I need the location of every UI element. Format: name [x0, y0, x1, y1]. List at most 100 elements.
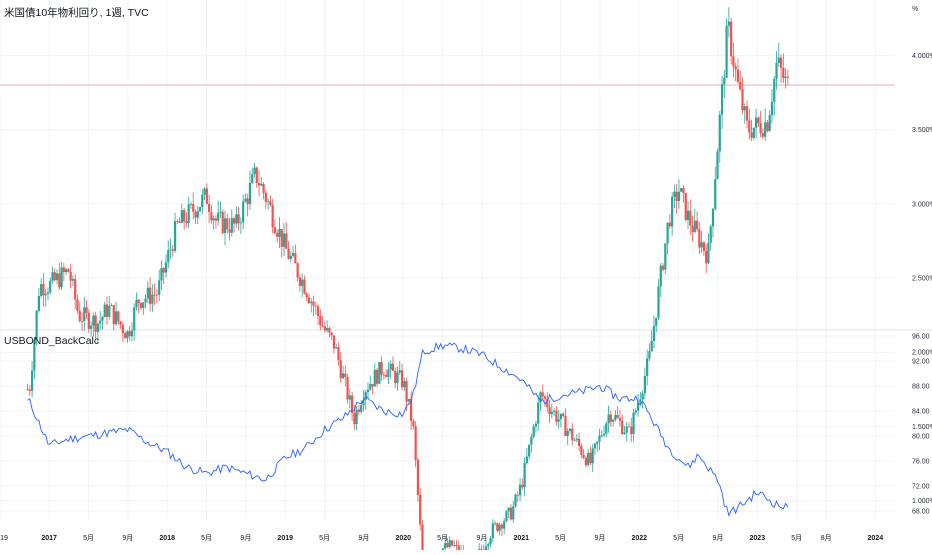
candle-body[interactable]: [380, 362, 383, 375]
candle-body[interactable]: [557, 419, 560, 422]
candle-body[interactable]: [764, 122, 767, 137]
candle-body[interactable]: [74, 279, 77, 300]
candle-body[interactable]: [262, 183, 265, 193]
candle-body[interactable]: [532, 426, 535, 437]
candle-body[interactable]: [750, 132, 753, 138]
candle-body[interactable]: [339, 360, 342, 379]
candle-body[interactable]: [584, 457, 587, 466]
candle-body[interactable]: [575, 438, 578, 441]
candle-body[interactable]: [566, 430, 569, 437]
candle-body[interactable]: [210, 212, 213, 221]
candlestick-series[interactable]: [26, 7, 789, 555]
candle-body[interactable]: [716, 151, 719, 180]
candle-body[interactable]: [444, 543, 447, 549]
candle-body[interactable]: [455, 545, 458, 547]
usbond-backcalc-series[interactable]: [27, 341, 789, 517]
candle-body[interactable]: [108, 305, 111, 317]
candle-body[interactable]: [153, 294, 156, 296]
candle-body[interactable]: [564, 416, 567, 437]
candle-body[interactable]: [600, 435, 603, 437]
candle-body[interactable]: [260, 183, 263, 186]
candle-body[interactable]: [232, 218, 236, 224]
bottom-y-axis[interactable]: 96.00 92.00 88.00 84.00 80.00 76.00 72.00 68.00: [912, 334, 930, 516]
candle-body[interactable]: [505, 511, 508, 522]
candle-body[interactable]: [582, 454, 585, 458]
candle-body[interactable]: [537, 402, 540, 424]
candle-body[interactable]: [698, 229, 701, 248]
candle-body[interactable]: [285, 233, 288, 249]
candle-body[interactable]: [242, 201, 245, 223]
candle-body[interactable]: [196, 211, 199, 218]
candle-body[interactable]: [76, 299, 79, 311]
candle-body[interactable]: [541, 392, 544, 397]
candle-body[interactable]: [448, 540, 451, 547]
candle-body[interactable]: [369, 384, 372, 390]
candle-body[interactable]: [248, 182, 252, 205]
candle-body[interactable]: [269, 201, 272, 206]
candle-body[interactable]: [414, 426, 417, 460]
candle-body[interactable]: [117, 311, 120, 322]
candle-body[interactable]: [40, 284, 43, 297]
candle-body[interactable]: [173, 221, 177, 251]
candle-body[interactable]: [498, 524, 501, 531]
candle-body[interactable]: [121, 324, 124, 334]
candle-body[interactable]: [355, 409, 358, 425]
candle-body[interactable]: [612, 419, 615, 422]
candle-body[interactable]: [770, 101, 774, 116]
candle-body[interactable]: [51, 272, 54, 281]
candle-body[interactable]: [223, 218, 227, 233]
candle-body[interactable]: [761, 133, 765, 137]
candle-body[interactable]: [453, 545, 456, 547]
candle-body[interactable]: [164, 262, 168, 273]
candle-body[interactable]: [176, 221, 179, 222]
candle-body[interactable]: [718, 114, 721, 152]
candle-body[interactable]: [267, 201, 270, 203]
candle-body[interactable]: [44, 293, 47, 296]
candle-body[interactable]: [305, 293, 308, 298]
candle-body[interactable]: [183, 210, 186, 222]
candle-body[interactable]: [410, 398, 413, 421]
candle-body[interactable]: [194, 211, 197, 218]
candle-body[interactable]: [400, 370, 404, 388]
candle-body[interactable]: [332, 335, 336, 349]
top-y-axis[interactable]: 4.000% 3.500% 3.000% 2.500% 2.000% 1.500% 1.00…: [912, 53, 932, 550]
candle-body[interactable]: [671, 196, 674, 227]
candle-body[interactable]: [344, 373, 347, 378]
candle-body[interactable]: [128, 331, 131, 337]
candle-body[interactable]: [659, 265, 662, 287]
candle-body[interactable]: [217, 212, 220, 221]
candle-body[interactable]: [58, 273, 61, 288]
candle-body[interactable]: [775, 62, 778, 79]
candle-body[interactable]: [745, 106, 749, 121]
candle-body[interactable]: [287, 248, 290, 259]
candle-body[interactable]: [655, 317, 658, 326]
candle-body[interactable]: [87, 312, 90, 329]
candle-body[interactable]: [677, 191, 681, 202]
candle-body[interactable]: [264, 192, 267, 202]
candle-body[interactable]: [405, 381, 408, 402]
candle-body[interactable]: [310, 301, 313, 304]
candle-body[interactable]: [777, 57, 780, 63]
candle-body[interactable]: [680, 188, 683, 192]
candle-body[interactable]: [766, 122, 769, 131]
candle-body[interactable]: [625, 426, 628, 433]
candle-body[interactable]: [235, 214, 238, 224]
candle-body[interactable]: [271, 205, 274, 228]
candle-body[interactable]: [187, 204, 190, 224]
candle-body[interactable]: [55, 273, 59, 281]
candle-body[interactable]: [618, 417, 622, 421]
candle-body[interactable]: [487, 544, 490, 547]
candle-body[interactable]: [768, 115, 771, 131]
candle-body[interactable]: [92, 315, 95, 326]
candle-body[interactable]: [146, 287, 149, 299]
candle-body[interactable]: [596, 441, 599, 444]
candle-body[interactable]: [636, 402, 640, 411]
candle-body[interactable]: [257, 183, 261, 186]
candle-body[interactable]: [30, 370, 34, 391]
candle-body[interactable]: [784, 76, 787, 79]
candle-body[interactable]: [353, 413, 356, 425]
candle-body[interactable]: [330, 332, 333, 336]
candle-body[interactable]: [416, 459, 420, 495]
candle-body[interactable]: [169, 249, 172, 251]
candle-body[interactable]: [577, 438, 581, 447]
